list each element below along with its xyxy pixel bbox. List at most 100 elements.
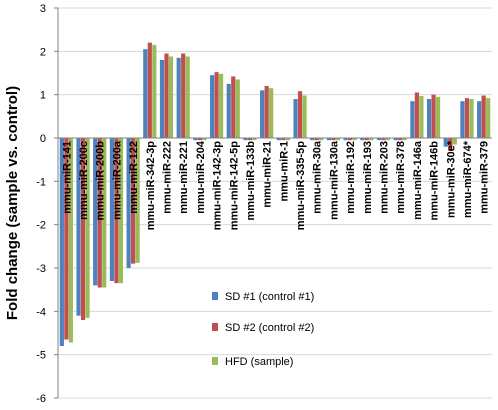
- bar: [226, 83, 231, 138]
- category-label: mmu-miR-141: [61, 141, 73, 214]
- bar: [376, 138, 382, 141]
- bar: [431, 94, 436, 138]
- bar: [209, 75, 215, 138]
- bar: [314, 138, 319, 141]
- bar: [152, 44, 157, 139]
- bar: [193, 138, 198, 141]
- y-tick-label: -4: [36, 306, 46, 318]
- category-label: mmu-miR-1: [278, 141, 290, 202]
- bar: [93, 138, 98, 286]
- category-label: mmu-miR-146b: [429, 141, 441, 221]
- category-label: mmu-miR-378: [395, 141, 407, 214]
- bar: [348, 138, 353, 141]
- bar: [435, 96, 441, 138]
- y-axis-label: Fold change (sample vs. control): [4, 86, 21, 320]
- category-label: mmu-miR-200a: [111, 140, 123, 220]
- y-tick-label: 0: [40, 133, 46, 145]
- legend-swatch: [212, 292, 218, 300]
- bar: [448, 138, 453, 151]
- bar: [76, 138, 81, 316]
- bar: [197, 138, 202, 141]
- bars: [59, 42, 491, 346]
- bar: [102, 138, 107, 288]
- y-tick-label: -2: [36, 220, 46, 232]
- bar: [319, 138, 324, 141]
- bar: [276, 138, 281, 141]
- bar: [159, 60, 165, 138]
- category-label: mmu-miR-204: [195, 140, 207, 214]
- bar: [352, 138, 357, 141]
- bar: [264, 86, 269, 138]
- bar: [109, 138, 115, 281]
- bar: [243, 138, 248, 141]
- category-label: mmu-miR-222: [162, 141, 174, 214]
- category-labels: mmu-miR-141 mmu-miR-200c mmu-miR-200b mmu-m…: [61, 140, 490, 230]
- bar: [460, 101, 465, 138]
- bar: [481, 95, 486, 138]
- bar: [343, 138, 348, 141]
- bar: [181, 53, 186, 138]
- y-tick-label: -6: [36, 393, 46, 405]
- category-label: mmu-miR-674*: [462, 140, 474, 218]
- category-label: mmu-miR-130a: [328, 140, 340, 220]
- category-label: mmu-miR-203: [379, 141, 391, 214]
- axes: [54, 7, 492, 399]
- bar: [310, 138, 315, 141]
- y-tick-label: 1: [40, 90, 46, 102]
- category-label: mmu-miR-379: [479, 141, 491, 214]
- bar: [247, 138, 253, 141]
- bar: [335, 138, 341, 141]
- legend-label: SD #1 (control #1): [225, 291, 314, 303]
- bar: [285, 138, 290, 141]
- bar: [235, 79, 240, 138]
- bar: [402, 138, 407, 141]
- bar: [426, 99, 432, 138]
- category-label: mmu-miR-142-5p: [228, 141, 240, 231]
- bar: [168, 56, 174, 138]
- bar: [85, 138, 90, 318]
- y-tick-label: -5: [36, 350, 46, 362]
- legend: SD #1 (control #1) SD #2 (control #2) HFD …: [212, 291, 314, 368]
- bar: [59, 138, 64, 346]
- bar: [331, 138, 336, 141]
- bar: [302, 95, 307, 138]
- legend-label: SD #2 (control #2): [225, 322, 314, 334]
- bar: [143, 49, 148, 138]
- legend-swatch: [212, 323, 218, 331]
- bar: [218, 73, 224, 138]
- bar: [164, 53, 169, 138]
- category-label: mmu-miR-142-3p: [212, 141, 224, 231]
- bar: [469, 99, 474, 138]
- bar: [297, 91, 303, 138]
- category-label: mmu-miR-335-5p: [295, 141, 307, 231]
- category-label: mmu-miR-193: [362, 141, 374, 214]
- bar: [118, 138, 124, 284]
- category-label: mmu-miR-192: [345, 141, 357, 214]
- bar: [281, 138, 286, 141]
- y-tick-label: -1: [36, 176, 46, 188]
- y-tick-label: -3: [36, 263, 46, 275]
- category-label: mmu-miR-221: [178, 141, 190, 214]
- legend-label: HFD (sample): [225, 356, 293, 368]
- bar: [414, 92, 419, 138]
- category-label: mmu-miR-146a: [412, 140, 424, 220]
- bar: [398, 138, 403, 141]
- bar: [410, 101, 415, 138]
- bar: [486, 98, 491, 138]
- legend-swatch: [212, 357, 218, 365]
- bar: [131, 138, 136, 264]
- category-label: mmu-miR-200b: [95, 141, 107, 221]
- category-label: mmu-miR-200c: [78, 141, 90, 220]
- bar: [443, 138, 448, 147]
- y-tick-label: 3: [40, 3, 46, 15]
- bar: [68, 138, 73, 343]
- bar: [260, 90, 265, 138]
- bar: [214, 72, 219, 138]
- bar: [477, 101, 482, 138]
- bar: [231, 76, 236, 138]
- category-label: mmu-miR-21: [262, 141, 274, 208]
- bar: [80, 138, 86, 320]
- bar: [293, 99, 298, 138]
- bar: [114, 138, 119, 284]
